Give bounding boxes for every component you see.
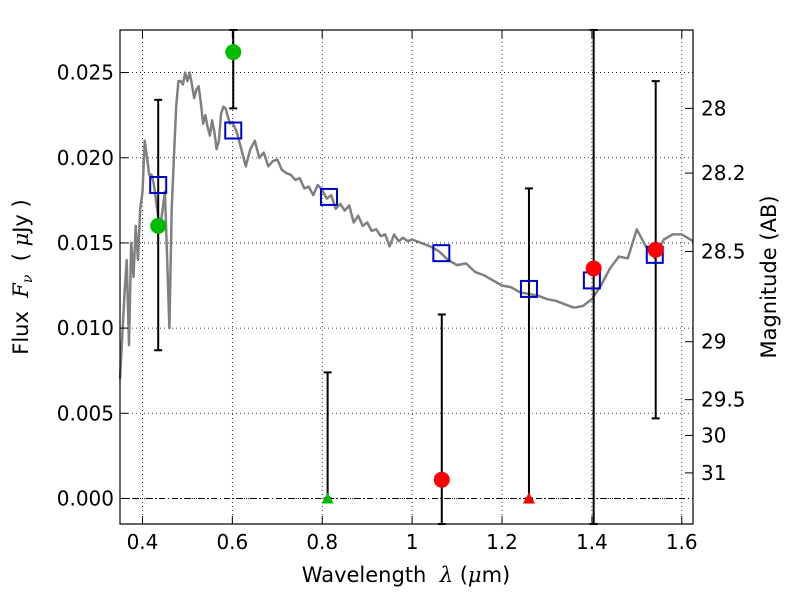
y2-tick-label: 28.5 bbox=[701, 239, 746, 263]
model-square-marker bbox=[319, 187, 338, 206]
x-tick-label: 1.2 bbox=[486, 530, 518, 554]
x-tick-label: 0.6 bbox=[216, 530, 248, 554]
green-detection-marker bbox=[150, 217, 167, 234]
y-tick-label: 0.020 bbox=[57, 146, 114, 170]
y-tick-label: 0.000 bbox=[57, 486, 114, 510]
green-upper-limit-marker bbox=[321, 492, 334, 504]
y-tick-label: 0.005 bbox=[57, 401, 114, 425]
x-tick-label: 1.6 bbox=[666, 530, 698, 554]
green-detection-marker bbox=[225, 44, 242, 61]
y2-tick-label: 28 bbox=[701, 96, 726, 120]
spectrum-line bbox=[118, 71, 694, 380]
spectrum-layer bbox=[118, 71, 694, 380]
red-detection-marker bbox=[433, 471, 450, 488]
model-square-marker bbox=[432, 244, 451, 263]
y-tick-label: 0.015 bbox=[57, 231, 114, 255]
y2-tick-label: 29 bbox=[701, 330, 726, 354]
y-tick-label: 0.025 bbox=[57, 61, 114, 85]
plot-background bbox=[120, 30, 693, 524]
y2-tick-label: 29.5 bbox=[701, 388, 746, 412]
model-square-marker bbox=[519, 279, 538, 298]
y-axis-label: Flux Fν ( μJy ) bbox=[9, 199, 36, 354]
red-detection-marker bbox=[585, 260, 602, 277]
points-layer bbox=[150, 44, 664, 504]
y2-axis: 28 28.2 28.5 29 29.5 30 31 bbox=[685, 96, 746, 485]
x-axis: 0.4 0.6 0.8 1 1.2 1.4 1.6 bbox=[127, 30, 698, 554]
y2-tick-label: 30 bbox=[701, 423, 726, 447]
x-axis-label: Wavelength λ (μm) bbox=[302, 563, 510, 587]
model-square-marker bbox=[224, 121, 243, 140]
errorbar-layer bbox=[154, 29, 660, 525]
y-axis: 0.000 0.005 0.010 0.015 0.020 0.025 bbox=[57, 61, 128, 510]
plot-frame bbox=[119, 29, 694, 525]
x-tick-label: 0.8 bbox=[306, 530, 338, 554]
y-tick-label: 0.010 bbox=[57, 316, 114, 340]
y2-axis-label: Magnitude (AB) bbox=[757, 195, 781, 358]
y2-tick-label: 28.2 bbox=[701, 161, 746, 185]
x-tick-label: 0.4 bbox=[127, 530, 159, 554]
y2-tick-label: 31 bbox=[701, 461, 726, 485]
model-square-marker bbox=[149, 176, 168, 195]
red-detection-marker bbox=[647, 241, 664, 258]
x-tick-label: 1 bbox=[406, 530, 419, 554]
x-tick-label: 1.4 bbox=[576, 530, 608, 554]
red-upper-limit-marker bbox=[522, 492, 535, 504]
